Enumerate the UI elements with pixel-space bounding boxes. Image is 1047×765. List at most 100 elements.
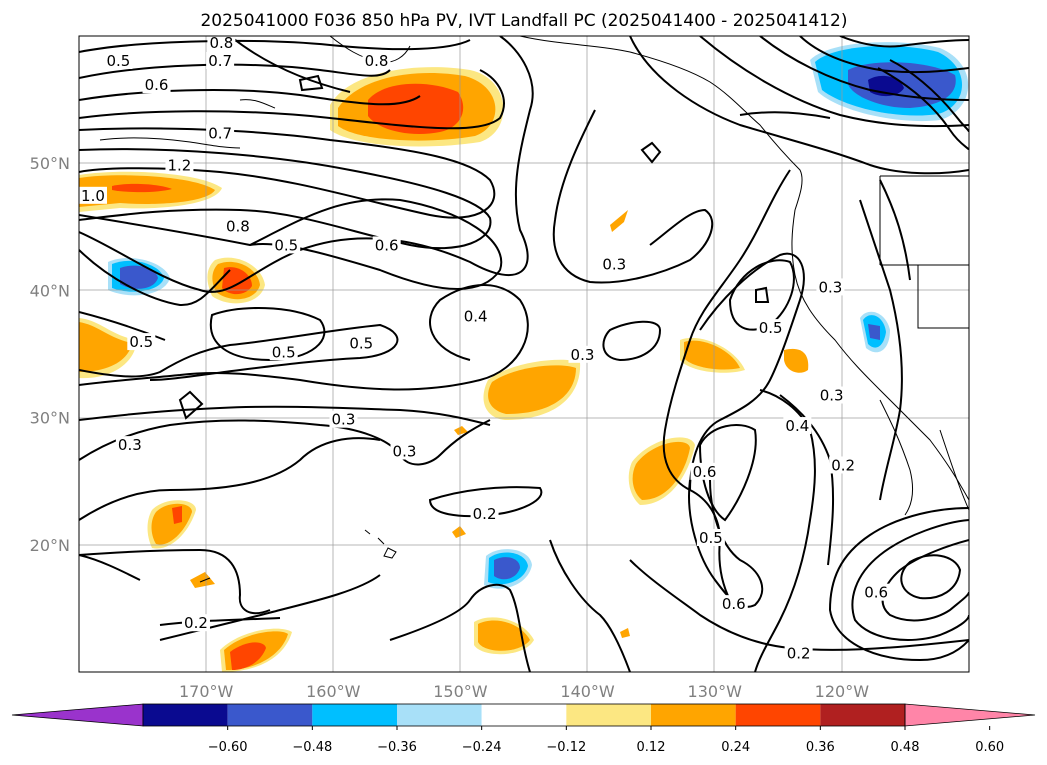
colorbar-segment <box>820 704 905 726</box>
lat-tick-label: 30°N <box>30 409 70 428</box>
colorbar-segment <box>566 704 651 726</box>
shade-negative-17n <box>494 557 520 580</box>
contour-label-background <box>347 334 376 352</box>
contour-label: 0.5 <box>272 343 296 361</box>
lat-tick-label: 40°N <box>30 281 70 300</box>
contour-label: 0.2 <box>184 614 208 632</box>
contour-label: 0.2 <box>831 456 855 474</box>
colorbar-segment <box>227 704 313 726</box>
contour-label-background <box>461 307 490 325</box>
shade-positive-25n <box>632 441 690 500</box>
contour-label-background <box>817 386 846 404</box>
contour-label-background <box>372 236 401 254</box>
coastlines <box>99 36 969 583</box>
pv-contours <box>79 36 969 672</box>
contour-label: 0.7 <box>208 124 232 142</box>
contour-label-background <box>127 333 156 351</box>
colorbar-tick-label: −0.12 <box>546 740 586 755</box>
colorbar-tick-label: 0.36 <box>806 740 835 755</box>
colorbar-tick-label: 0.48 <box>891 740 920 755</box>
contour-label: 0.3 <box>332 411 356 429</box>
colorbar-extend-max <box>904 703 1036 727</box>
contour-label: 0.6 <box>693 463 717 481</box>
contour-label: 0.8 <box>365 52 389 70</box>
contour-label: 0.3 <box>393 442 417 460</box>
contour-label: 0.5 <box>349 334 373 352</box>
contour-label-background <box>756 319 785 337</box>
colorbar-tick-label: 0.24 <box>721 740 750 755</box>
map-frame <box>78 35 970 673</box>
lon-tick-label: 140°W <box>560 682 615 701</box>
lat-tick-label: 50°N <box>30 154 70 173</box>
contour-label-background <box>568 345 597 363</box>
contour-label-background <box>816 278 845 296</box>
shade-positive-small <box>190 572 215 588</box>
colorbar-tick-label: −0.60 <box>208 740 248 755</box>
shade-negative-california <box>868 324 880 340</box>
contour-label-background <box>115 436 144 454</box>
contour-label-background <box>206 124 235 142</box>
contour-label: 0.3 <box>571 346 595 364</box>
contour-label-background <box>690 462 719 480</box>
contour-label: 0.2 <box>473 505 497 523</box>
contour-label: 0.5 <box>699 529 723 547</box>
contour-label: 0.5 <box>129 333 153 351</box>
lat-tick-label: 20°N <box>30 536 70 555</box>
contour-label-background <box>269 343 298 361</box>
contour-label-background <box>329 410 358 428</box>
colorbar-tick-label: −0.48 <box>292 740 332 755</box>
contour-labels: 0.80.70.50.60.70.81.21.00.80.5 0.60.30.40… <box>79 34 891 663</box>
contour-label: 0.3 <box>818 278 842 296</box>
lon-tick-label: 130°W <box>688 682 743 701</box>
lon-tick-label: 170°W <box>179 682 234 701</box>
colorbar: −0.60 −0.48 −0.36 −0.24 −0.12 0.12 0.24 0.36 0.4… <box>11 703 1036 755</box>
contour-label: 0.6 <box>722 595 746 613</box>
longitude-tick-labels: 170°W 160°W 150°W 140°W 130°W 120°W <box>179 682 869 701</box>
colorbar-segment <box>651 704 736 726</box>
contour-label: 0.4 <box>464 308 488 326</box>
shade-positive-small <box>454 426 468 435</box>
contour-label: 0.3 <box>820 387 844 405</box>
contour-label: 0.5 <box>274 236 298 254</box>
contour-label: 1.2 <box>168 156 192 174</box>
contour-label-background <box>142 76 171 94</box>
shade-positive-bottom <box>230 642 266 670</box>
contour-label-background <box>600 255 629 273</box>
lon-tick-label: 160°W <box>306 682 361 701</box>
shade-positive-bottom <box>478 620 530 651</box>
colorbar-outline <box>142 703 906 727</box>
shade-positive-small <box>452 526 466 538</box>
contour-label-background <box>470 504 499 522</box>
colorbar-segment <box>481 704 567 726</box>
latitude-tick-labels: 50°N 40°N 30°N 20°N <box>30 154 70 555</box>
shade-positive-east <box>684 340 740 370</box>
colorbar-segments <box>11 703 1036 727</box>
contour-label: 0.2 <box>787 645 811 663</box>
contour-label: 1.0 <box>81 187 105 205</box>
contour-label: 0.6 <box>145 76 169 94</box>
contour-label-background <box>165 156 194 174</box>
contour-label-background <box>79 186 107 204</box>
contour-label-background <box>181 614 210 632</box>
contour-label-background <box>206 51 235 69</box>
contour-label-background <box>719 595 748 613</box>
map-title: 2025041000 F036 850 hPa PV, IVT Landfall… <box>200 11 847 31</box>
colorbar-tick-label: −0.24 <box>462 740 502 755</box>
colorbar-segment <box>143 704 228 726</box>
contour-label: 0.8 <box>209 34 233 52</box>
contour-label-background <box>784 644 813 662</box>
shade-positive-central <box>488 365 576 414</box>
colorbar-tick-labels: −0.60 −0.48 −0.36 −0.24 −0.12 0.12 0.24 0.36 0.4… <box>208 726 1004 755</box>
shade-negative-40n <box>120 265 158 289</box>
colorbar-extend-min <box>11 703 144 727</box>
colorbar-segment <box>735 704 821 726</box>
contour-label: 0.5 <box>106 52 130 70</box>
contour-label: 0.5 <box>759 319 783 337</box>
colorbar-tick-label: 0.60 <box>975 740 1004 755</box>
shade-positive-west <box>112 183 172 193</box>
colorbar-tick-label: −0.36 <box>377 740 417 755</box>
lon-tick-label: 120°W <box>815 682 870 701</box>
contour-label-background <box>104 51 133 69</box>
map-panel: 0.80.70.50.60.70.81.21.00.80.5 0.60.30.40… <box>78 34 970 673</box>
